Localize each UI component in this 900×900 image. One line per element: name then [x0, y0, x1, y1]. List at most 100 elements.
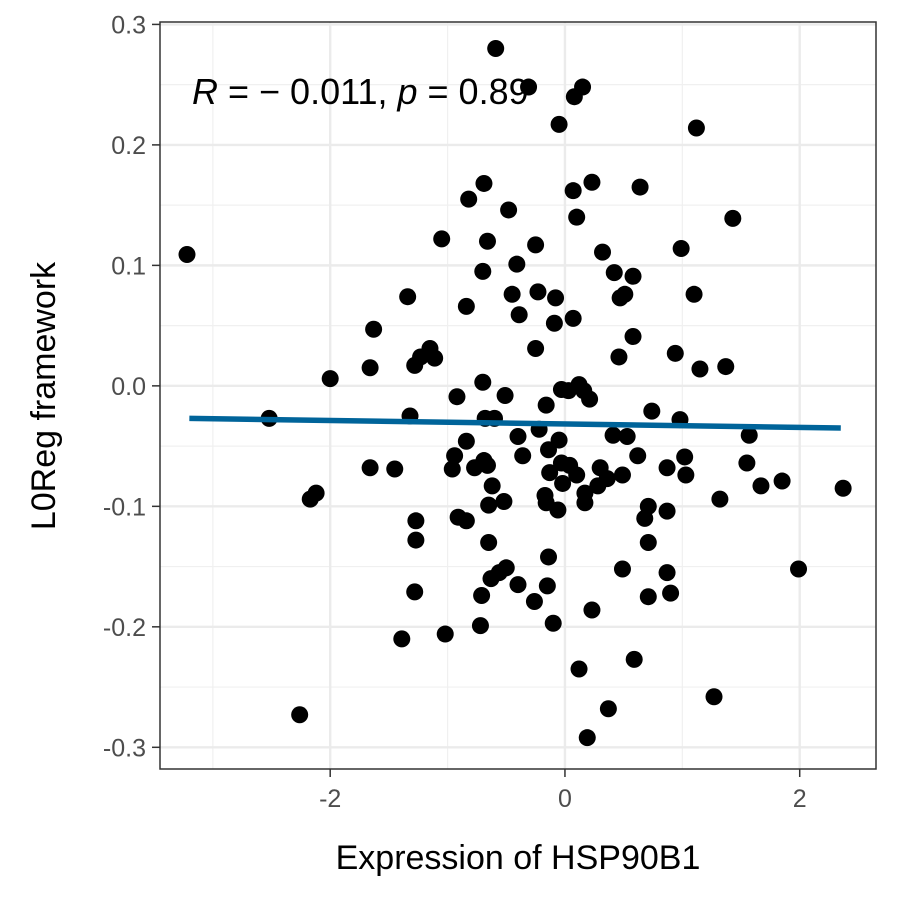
data-point [541, 464, 559, 482]
data-point [508, 255, 526, 273]
data-point [624, 267, 642, 285]
x-axis-title: Expression of HSP90B1 [336, 839, 701, 877]
data-point [676, 448, 694, 466]
data-point [393, 630, 411, 648]
data-point [466, 459, 484, 477]
data-point [568, 208, 586, 226]
data-point [631, 178, 649, 196]
data-point [724, 209, 742, 227]
data-point [624, 327, 642, 345]
correlation-annotation: R = − 0.011, p = 0.89 [192, 71, 529, 112]
data-point [529, 283, 547, 301]
data-point [436, 625, 454, 643]
data-point [717, 358, 735, 376]
data-point [643, 402, 661, 420]
data-point [480, 533, 498, 551]
data-point [691, 360, 709, 378]
major-grid [160, 22, 876, 769]
data-point [443, 460, 461, 478]
data-point [672, 240, 690, 258]
data-point [540, 441, 558, 459]
data-point [386, 460, 404, 478]
data-point [407, 531, 425, 549]
y-tick-label: 0.2 [111, 132, 146, 160]
data-point [790, 560, 808, 578]
data-point [752, 477, 770, 495]
data-point [480, 496, 498, 514]
data-point [618, 427, 636, 445]
data-point [677, 466, 695, 484]
data-point [478, 232, 496, 250]
data-point [537, 396, 555, 414]
y-axis-ticks: -0.3 -0.2 -0.1 0.0 0.1 0.2 0.3 [103, 11, 160, 762]
y-tick-label: -0.2 [103, 614, 146, 642]
data-point [604, 426, 622, 444]
data-point [448, 388, 466, 406]
data-point [426, 349, 444, 367]
data-point [487, 40, 505, 58]
data-point [705, 688, 723, 706]
y-tick-label: 0.0 [111, 373, 146, 401]
data-point [446, 447, 464, 465]
data-point [616, 285, 634, 303]
data-point [321, 370, 339, 388]
x-tick-label: 0 [558, 785, 572, 813]
data-point [738, 454, 756, 472]
data-point [583, 173, 601, 191]
data-point [610, 348, 628, 366]
data-point [625, 650, 643, 668]
y-tick-label: -0.3 [103, 734, 146, 762]
data-point [581, 390, 599, 408]
data-point [549, 501, 567, 519]
y-tick-label: -0.1 [103, 493, 146, 521]
data-point [554, 474, 572, 492]
data-point [658, 459, 676, 477]
data-point [520, 78, 538, 96]
data-point [574, 78, 592, 96]
data-point [545, 314, 563, 332]
data-point [361, 359, 379, 377]
data-point [475, 174, 493, 192]
data-point [570, 660, 588, 678]
data-point [834, 479, 852, 497]
data-point [540, 548, 558, 566]
data-point [483, 477, 501, 495]
data-point [636, 509, 654, 527]
data-point [559, 382, 577, 400]
p-symbol: p [396, 71, 417, 112]
data-point [365, 320, 383, 338]
data-point [685, 285, 703, 303]
r-symbol: R [192, 71, 218, 112]
data-point [576, 494, 594, 512]
data-point [613, 560, 631, 578]
data-point [666, 344, 684, 362]
data-point [605, 264, 623, 282]
data-point [658, 502, 676, 520]
data-point [509, 427, 527, 445]
data-points [178, 40, 852, 747]
data-point [589, 477, 607, 495]
data-point [629, 447, 647, 465]
plot-panel-border [159, 21, 877, 770]
data-point [687, 119, 705, 137]
data-point [639, 588, 657, 606]
y-axis-title: L0Reg framework [25, 261, 63, 530]
data-point [500, 201, 518, 219]
data-point [568, 466, 586, 484]
data-point [594, 243, 612, 261]
data-point [583, 601, 601, 619]
data-point [639, 533, 657, 551]
r-value: = − 0.011, [218, 71, 397, 112]
p-value: = 0.89 [418, 71, 529, 112]
data-point [301, 490, 319, 508]
y-tick-label: 0.1 [111, 252, 146, 280]
data-point [407, 512, 425, 530]
data-point [510, 306, 528, 324]
data-point [361, 459, 379, 477]
data-point [773, 472, 791, 490]
x-tick-label: 2 [793, 785, 807, 813]
data-point [457, 512, 475, 530]
data-point [509, 576, 527, 594]
y-tick-label: 0.3 [111, 11, 146, 39]
